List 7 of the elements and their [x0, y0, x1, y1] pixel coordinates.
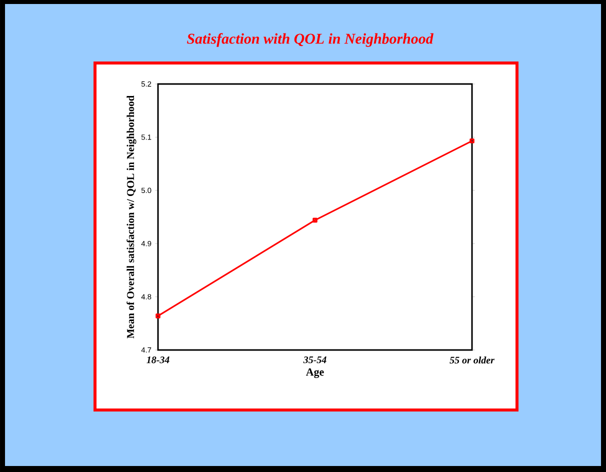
x-tick-label: 35-54	[303, 356, 326, 364]
y-axis-title: Mean of Overall satisfaction w/ QOL in Neighborhood	[126, 95, 136, 338]
point	[312, 218, 318, 223]
x-tick-label: 55 or older	[450, 356, 494, 364]
x-axis-title: Age	[306, 368, 324, 378]
chart-title: Satisfaction with QOL in Neighborhood	[186, 33, 434, 47]
x-tick-label: 18-34	[146, 356, 170, 364]
